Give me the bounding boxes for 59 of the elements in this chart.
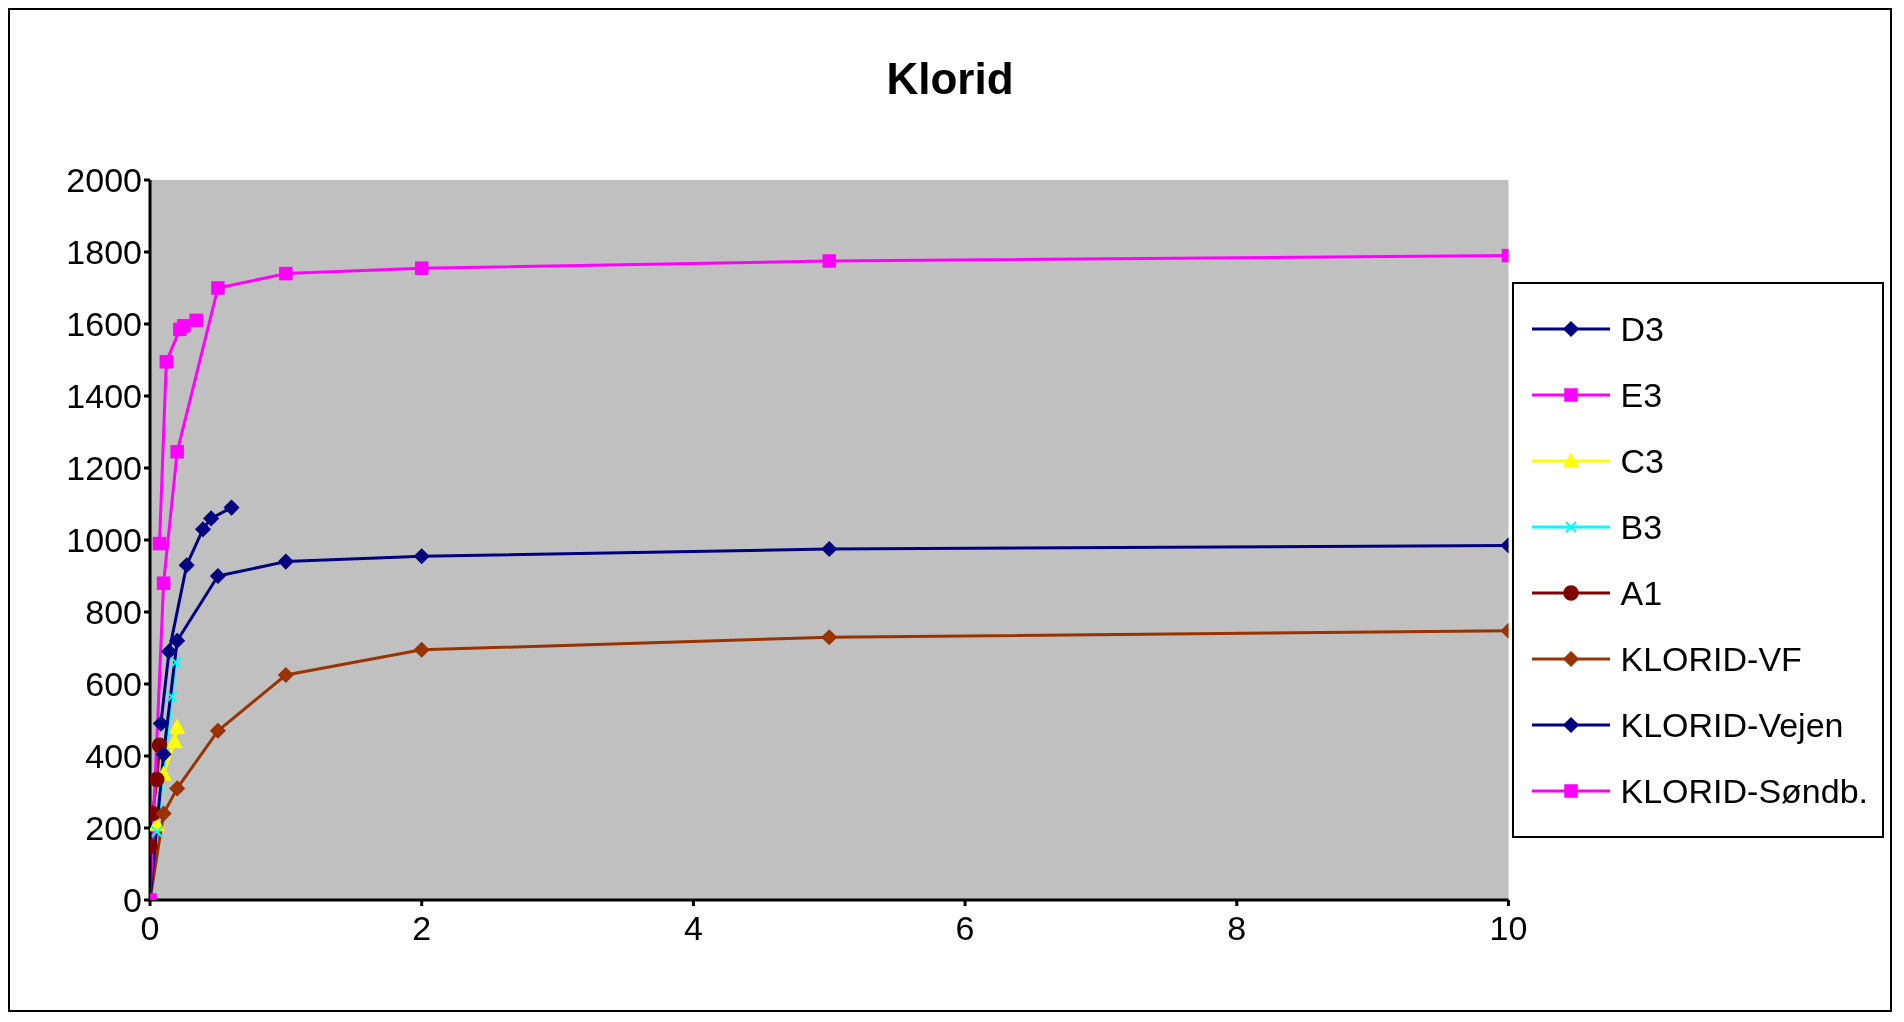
point	[165, 690, 178, 703]
point	[169, 633, 185, 649]
point	[413, 548, 430, 564]
y-tick-label: 1400	[66, 377, 142, 416]
point	[203, 510, 219, 527]
point	[178, 557, 195, 573]
y-tick-label: 1600	[66, 305, 142, 344]
y-tick-label: 400	[85, 737, 142, 776]
y-tick-label: 1000	[66, 521, 142, 560]
y-tick-label: 1800	[66, 233, 142, 272]
point	[161, 643, 177, 660]
point	[166, 733, 183, 749]
x-tick-label: 8	[1227, 909, 1247, 948]
point	[195, 521, 211, 537]
legend-label: E3	[1620, 375, 1663, 415]
point	[177, 319, 191, 333]
chart-title: Klorid	[885, 53, 1015, 105]
legend-label: D3	[1620, 309, 1664, 349]
x-tick-label: 10	[1489, 909, 1528, 948]
y-tick-label: 200	[85, 809, 142, 848]
x-tick-label: 6	[955, 909, 975, 948]
point	[155, 805, 172, 822]
point	[413, 642, 430, 658]
point	[822, 254, 836, 268]
legend-label: KLORID-VF	[1620, 639, 1802, 679]
point	[821, 629, 837, 645]
legend-label: KLORID-Søndb.	[1620, 771, 1868, 811]
x-tick-label: 4	[683, 909, 703, 948]
point	[169, 719, 185, 734]
y-tick-label: 800	[85, 593, 142, 632]
point	[211, 281, 225, 295]
legend-label: KLORID-Vejen	[1620, 705, 1844, 745]
legend-label: B3	[1620, 507, 1663, 547]
point	[223, 499, 240, 516]
point	[155, 746, 172, 762]
y-tick-label: 2000	[66, 161, 142, 200]
point	[156, 576, 171, 590]
point	[150, 771, 165, 788]
legend-label: A1	[1620, 573, 1663, 613]
point	[170, 445, 184, 459]
point	[169, 780, 185, 797]
point	[278, 553, 294, 570]
point	[821, 541, 837, 557]
y-tick-label: 600	[85, 665, 142, 704]
point	[152, 536, 167, 551]
y-tick-label: 1200	[66, 449, 142, 488]
point	[159, 355, 174, 369]
point	[210, 723, 226, 739]
point	[210, 568, 226, 584]
point	[150, 825, 163, 838]
point	[189, 313, 203, 328]
legend-label: C3	[1620, 441, 1664, 481]
y-tick-label: 0	[123, 881, 142, 920]
x-tick-label: 2	[412, 909, 432, 948]
point	[279, 266, 293, 281]
point	[414, 261, 429, 275]
point	[153, 715, 169, 732]
point	[169, 656, 182, 669]
point	[278, 667, 294, 683]
